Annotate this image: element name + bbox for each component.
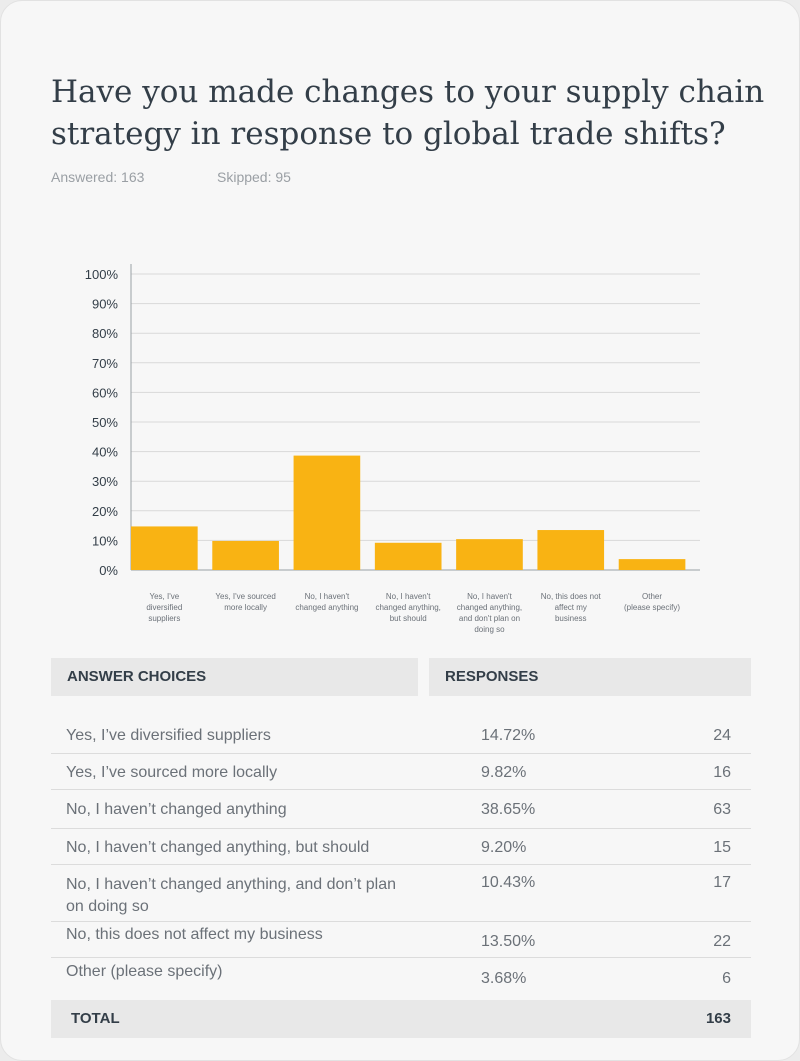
y-tick-label: 40% [92, 445, 118, 460]
table-row: Yes, I’ve sourced more locally 9.82% 16 [51, 753, 751, 790]
total-row: TOTAL 163 [51, 1000, 751, 1038]
answer-text: No, this does not affect my business [66, 926, 323, 943]
total-value: 163 [705, 1010, 731, 1027]
answer-text: Yes, I’ve sourced more locally [66, 764, 278, 781]
response-percent: 9.20% [481, 839, 527, 856]
table-row: Other (please specify) 3.68% 6 [51, 958, 751, 1000]
y-tick-label: 60% [92, 385, 118, 400]
response-count: 15 [713, 839, 731, 856]
y-tick-label: 20% [92, 504, 118, 519]
header-answer-choices: ANSWER CHOICES [51, 658, 418, 696]
response-percent: 13.50% [481, 933, 536, 950]
response-count: 22 [713, 933, 731, 950]
answer-text: No, I haven’t changed anything, and don’… [66, 876, 397, 915]
y-tick-label: 80% [92, 326, 118, 341]
x-category-label: No, this does not affect my business [541, 592, 602, 623]
x-category-label: Yes, I've sourced more locally [215, 592, 275, 612]
y-tick-label: 50% [92, 415, 118, 430]
y-tick-label: 10% [92, 533, 118, 548]
answer-text: Other (please specify) [66, 963, 223, 980]
x-category-label: No, I haven't changed anything, but should [375, 592, 440, 623]
question-title: Have you made changes to your supply cha… [51, 74, 765, 152]
response-count: 6 [722, 970, 731, 987]
header-responses: RESPONSES [429, 658, 751, 696]
bar [537, 530, 605, 570]
x-category-label: No, I haven't changed anything, and don't … [457, 592, 522, 634]
response-percent: 10.43% [481, 874, 536, 891]
table-row: No, I haven’t changed anything 38.65% 63 [51, 790, 751, 829]
table-row: Yes, I’ve diversified suppliers 14.72% 2… [51, 716, 751, 754]
response-count: 17 [713, 874, 731, 891]
bar-chart: 0% 10% 20% 30% 40% 50% 60% 70% 80% 90% 100% Yes, I'… [85, 264, 700, 634]
bar [131, 526, 198, 570]
bar [456, 539, 523, 570]
table-row: No, this does not affect my business 13.… [51, 921, 751, 958]
bar [618, 559, 686, 570]
total-label: TOTAL [71, 1010, 120, 1027]
answer-text: No, I haven’t changed anything, but shou… [66, 839, 370, 856]
y-tick-label: 0% [99, 563, 118, 578]
answer-text: Yes, I’ve diversified suppliers [66, 727, 271, 744]
response-count: 63 [713, 801, 731, 818]
response-percent: 3.68% [481, 970, 527, 987]
x-category-label: Yes, I've diversified suppliers [146, 592, 182, 623]
bar [374, 542, 442, 570]
y-tick-label: 70% [92, 356, 118, 371]
answered-count: Answered: 163 [51, 169, 145, 185]
response-percent: 9.82% [481, 764, 527, 781]
table-row: No, I haven’t changed anything, but shou… [51, 828, 751, 865]
answer-text: No, I haven’t changed anything [66, 801, 287, 818]
table-row: No, I haven’t changed anything, and don’… [51, 865, 751, 922]
skipped-count: Skipped: 95 [217, 169, 291, 185]
y-tick-label: 30% [92, 474, 118, 489]
bar [293, 455, 361, 570]
bar [212, 540, 279, 570]
response-count: 16 [713, 764, 731, 781]
x-category-label: No, I haven't changed anything [295, 592, 358, 612]
y-tick-label: 90% [92, 297, 118, 312]
response-percent: 38.65% [481, 801, 536, 818]
y-tick-label: 100% [85, 267, 119, 282]
response-count: 24 [713, 727, 731, 744]
response-percent: 14.72% [481, 727, 536, 744]
x-category-label: Other (please specify) [624, 592, 680, 612]
